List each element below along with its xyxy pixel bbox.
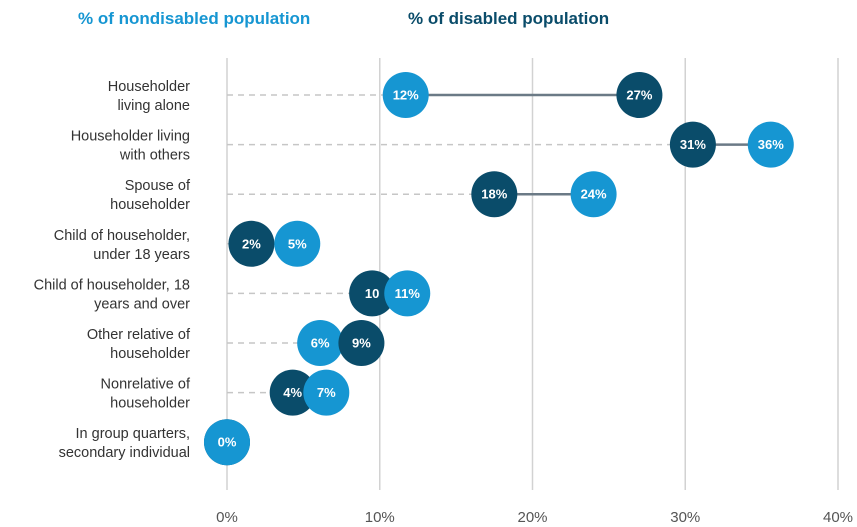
category-label: Spouse of householder bbox=[110, 178, 191, 213]
dot-nondisabled bbox=[384, 270, 431, 317]
dot-disabled-label: 31% bbox=[680, 137, 706, 152]
dot-nondisabled-label: 12% bbox=[393, 88, 419, 103]
category-label: Nonrelative of householder bbox=[101, 377, 191, 412]
dot-disabled-label: 4% bbox=[283, 385, 302, 400]
dot-disabled bbox=[349, 270, 396, 317]
dot-disabled bbox=[269, 369, 316, 416]
legend-nondisabled: % of nondisabled population bbox=[78, 9, 311, 28]
dot-nondisabled-label: 0% bbox=[218, 435, 237, 450]
dot-disabled bbox=[669, 121, 716, 168]
grid-lines bbox=[226, 58, 839, 490]
dot-nondisabled bbox=[303, 369, 350, 416]
category-label: Child of householder, under 18 years bbox=[54, 228, 190, 263]
dot-nondisabled bbox=[204, 419, 250, 466]
dot-nondisabled bbox=[747, 121, 794, 168]
category-label: Householder living with others bbox=[71, 129, 190, 164]
dot-nondisabled-label: 6% bbox=[311, 336, 330, 351]
dot-disabled-label: 9% bbox=[352, 336, 371, 351]
dot-disabled bbox=[228, 220, 275, 267]
category-label: Other relative of householder bbox=[87, 327, 191, 362]
category-labels: Householder living alone Householder livin… bbox=[34, 79, 191, 461]
category-label: In group quarters, secondary individual bbox=[59, 426, 190, 461]
dot-disabled bbox=[338, 320, 385, 366]
x-tick-label: 20% bbox=[517, 509, 547, 526]
dot-nondisabled bbox=[297, 320, 344, 366]
dot-disabled bbox=[616, 72, 663, 118]
x-tick-label: 30% bbox=[670, 509, 700, 526]
dot-nondisabled bbox=[274, 220, 321, 267]
dot-nondisabled bbox=[382, 72, 429, 118]
x-axis-ticks: 0% 10% 20% 30% 40% bbox=[216, 509, 853, 526]
dot-disabled bbox=[471, 171, 518, 218]
dot-nondisabled bbox=[570, 171, 617, 218]
x-tick-label: 0% bbox=[216, 509, 238, 526]
x-tick-label: 40% bbox=[823, 509, 853, 526]
dot-nondisabled-label: 11% bbox=[395, 286, 421, 301]
dot-nondisabled-label: 36% bbox=[758, 137, 784, 152]
data-points: 12% 27% 31% 36% 18% 24% 2% 5% 10 11% 6% 9% 4% 7% 0% bbox=[204, 72, 794, 466]
dot-disabled-label: 2% bbox=[242, 236, 261, 251]
dot-nondisabled-label: 5% bbox=[288, 236, 307, 251]
dot-disabled-label: 10 bbox=[365, 286, 379, 301]
x-tick-label: 10% bbox=[365, 509, 395, 526]
dot-disabled-label: 27% bbox=[626, 88, 652, 103]
dot-nondisabled-label: 7% bbox=[317, 385, 336, 400]
legend-disabled: % of disabled population bbox=[408, 9, 610, 28]
category-label: Householder living alone bbox=[108, 79, 190, 114]
dot-nondisabled-label: 24% bbox=[581, 187, 607, 202]
dot-disabled-label: 18% bbox=[481, 187, 507, 202]
category-label: Child of householder, 18 years and over bbox=[34, 277, 191, 312]
